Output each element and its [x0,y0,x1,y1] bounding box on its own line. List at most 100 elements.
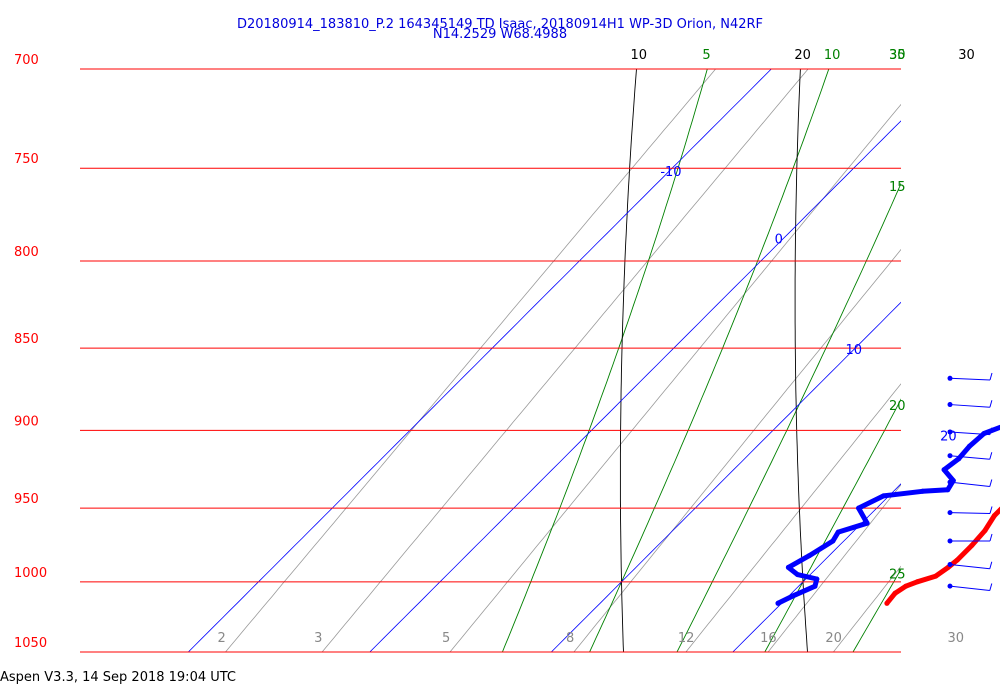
wind-barb [947,561,993,570]
temperature-profile-point [884,600,890,606]
pressure-label-750: 750 [14,152,39,167]
pressure-label-950: 950 [14,492,39,507]
dewpoint-profile-point [945,487,951,493]
wind-barb-flag [989,561,993,569]
dewpoint-profile-point [956,456,962,462]
dewpoint-profile-point [830,538,836,544]
temperature-profile-line [884,506,1000,606]
pressure-label-1050: 1050 [14,636,47,651]
isotherm-label-0: 0 [775,232,783,247]
isotherms [187,0,1000,700]
isotherm-label-10: 10 [845,343,862,358]
wind-barb-flag [989,372,993,381]
diagram-labels: 700 750 800 850 900 950 1000 1050 -10 0 10 20 30 10 20… [14,48,975,651]
isotherm--10 [187,69,772,652]
dewpoint-profile-point [856,505,862,511]
wind-barb [947,479,993,487]
temperature-profile-point [892,590,898,596]
footer-text: Aspen V3.3, 14 Sep 2018 19:04 UTC [0,670,237,685]
dewpoint-profile-point [775,600,781,606]
dewpoint-profile-point [812,583,818,589]
mixing-ratio-label-16: 16 [760,631,777,646]
pressure-label-850: 850 [14,332,39,347]
moist-adiabat-25 [852,568,901,652]
dewpoint-profile-point [835,529,841,535]
moist-adiabat-label-25: 25 [889,568,906,583]
mixing-ratio-line-12 [685,383,901,652]
wind-barb-flag [989,427,993,435]
chart-subtitle: N14.2529 W68.4988 [432,27,568,42]
dry-adiabat-30 [964,0,999,700]
wind-barb-staff [949,404,990,408]
moist-adiabat-20 [764,398,901,652]
wind-barb-staff [949,377,991,381]
isotherm-label-20: 20 [940,430,957,445]
temperature-profile-point [969,542,975,548]
moist-adiabat-label-35: 35 [889,48,906,63]
isotherm-20 [732,483,901,652]
wind-barb-staff [949,563,990,570]
pressure-label-900: 900 [14,414,39,429]
dewpoint-profile-point [981,431,987,436]
sounding-profiles [775,424,1000,606]
chart-title: D20180914_183810_P.2 164345149 TD Isaac,… [236,17,764,32]
wind-barb [947,506,993,516]
isotherm-30 [848,0,1000,700]
dewpoint-profile-point [864,520,870,526]
isobars [80,68,901,653]
wind-barb-staff [949,481,990,487]
mixing-ratio-label-12: 12 [678,631,695,646]
moist-adiabat-label-5: 5 [702,48,710,63]
dry-adiabat-label-20: 20 [794,48,811,63]
temperature-profile-point [903,583,909,589]
mixing-ratio-line-20 [832,565,901,652]
dewpoint-profile-point [920,488,925,494]
wind-barb [947,583,993,591]
moist-adiabat-label-15: 15 [889,180,906,195]
mixing-ratio-line-40 [993,0,1000,700]
moist-adiabats [501,0,1000,700]
wind-barb-flag [989,479,993,487]
wind-barb-flag [989,583,993,591]
pressure-label-700: 700 [14,53,39,68]
wind-barb-flag [989,506,993,514]
mixing-ratio-line-16 [767,484,901,652]
mixing-ratio-label-2: 2 [217,631,225,646]
moist-adiabat-label-10: 10 [824,48,841,63]
mixing-ratio-line-5 [449,103,901,652]
dry-adiabat-label-10: 10 [630,48,647,63]
mixing-ratio-label-30: 30 [947,631,964,646]
dry-adiabat-10 [619,69,637,652]
wind-barb-staff [949,455,990,460]
dewpoint-profile-point [785,564,791,570]
dewpoint-profile-point [881,493,886,499]
moist-adiabat-label-20: 20 [889,399,906,414]
mixing-ratio-label-8: 8 [566,631,574,646]
wind-barb-flag [989,452,993,460]
wind-barb [947,452,993,460]
mixing-ratio-label-20: 20 [825,631,842,646]
moist-adiabat-30 [901,0,1000,700]
mixing-ratio-lines [224,0,1000,700]
temperature-profile-point [991,513,997,519]
mixing-ratio-line-8 [573,248,901,652]
dewpoint-profile-point [967,443,972,449]
mixing-ratio-line-3 [321,69,809,652]
wind-barb-staff [949,512,991,514]
temperature-profile-point [954,557,960,563]
wind-barb-staff [949,431,990,436]
wind-barb-staff [949,585,990,591]
moist-adiabat-35 [988,0,1000,700]
wind-barb [947,427,993,436]
wind-barb-flag [989,533,993,542]
wind-barb [947,533,993,544]
isotherm-label--10: -10 [660,165,681,180]
wind-barb [947,372,993,381]
dewpoint-profile-point [814,576,820,582]
pressure-label-1000: 1000 [14,566,47,581]
mixing-ratio-label-5: 5 [442,631,450,646]
dewpoint-profile-point [806,553,812,559]
dewpoint-profile-point [795,572,800,578]
dewpoint-profile-point [789,593,795,599]
